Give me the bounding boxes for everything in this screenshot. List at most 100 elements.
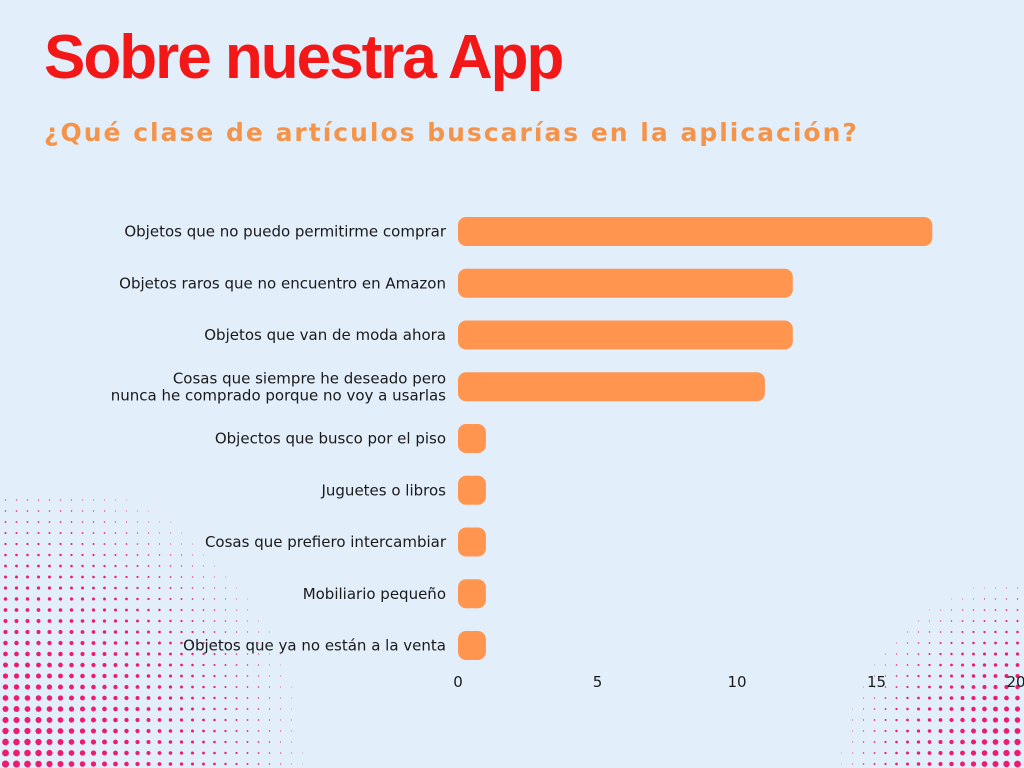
halftone-dot [1004,663,1009,667]
halftone-dot [124,739,129,745]
halftone-dot [58,630,63,634]
halftone-dot [58,597,63,601]
halftone-dot [157,696,162,700]
halftone-dot [213,653,216,655]
halftone-dot [2,684,9,690]
halftone-dot [917,707,920,711]
halftone-dot [146,718,151,722]
halftone-dot [191,609,194,611]
halftone-dot [224,740,227,744]
halftone-dot [906,685,909,689]
halftone-dot [917,696,920,700]
halftone-dot [3,575,8,579]
halftone-dot [48,553,51,557]
halftone-dot [114,543,117,545]
halftone-dot [168,718,173,722]
halftone-dot [135,685,140,689]
halftone-dot [192,543,193,545]
halftone-dot [981,739,988,745]
halftone-dot [280,675,281,677]
halftone-dot [3,608,8,612]
halftone-dot [895,696,898,700]
halftone-dot [279,763,282,765]
halftone-dot [971,717,976,723]
halftone-dot [268,664,271,666]
halftone-dot [257,752,260,754]
halftone-dot [873,719,876,721]
halftone-dot [68,728,75,734]
halftone-dot [13,738,20,746]
halftone-dot [280,686,281,688]
halftone-dot [47,640,52,646]
halftone-dot [68,739,75,745]
halftone-dot [58,673,63,679]
halftone-dot [1014,706,1021,712]
halftone-dot [13,727,20,735]
halftone-dot [895,686,898,688]
halftone-dot [124,663,129,667]
halftone-dot [873,675,876,677]
halftone-dot [949,739,954,745]
halftone-dot [213,576,216,578]
halftone-dot [157,740,162,744]
halftone-dot [235,740,238,744]
halftone-dot [147,543,150,545]
halftone-dot [103,597,106,601]
halftone-dot [257,730,260,732]
halftone-dot [180,685,183,689]
halftone-dot [257,697,260,699]
halftone-dot [91,619,96,623]
halftone-dot [15,564,18,568]
halftone-dot [982,717,987,723]
halftone-dot [928,674,931,678]
halftone-dot [102,662,107,668]
halftone-dot [70,542,73,546]
halftone-dot [114,597,117,601]
halftone-dot [3,597,8,601]
halftone-dot [895,751,898,755]
halftone-dot [928,631,931,633]
halftone-dot [180,619,183,623]
halftone-dot [917,642,920,644]
halftone-dot [113,739,118,745]
halftone-dot [79,739,86,745]
halftone-dot [102,630,107,634]
halftone-dot [983,609,986,611]
halftone-dot [951,598,952,600]
halftone-dot [80,662,85,668]
halftone-dot [929,609,930,611]
halftone-dot [994,609,997,611]
halftone-dot [24,738,31,746]
halftone-dot [126,510,127,512]
halftone-dot [257,675,260,677]
halftone-dot [157,707,162,711]
halftone-dot [982,674,987,678]
halftone-dot [169,630,172,634]
halftone-dot [213,620,216,622]
halftone-dot [13,760,20,768]
halftone-dot [124,695,129,701]
halftone-dot [862,719,865,721]
halftone-dot [37,521,40,523]
halftone-dot [14,597,19,601]
halftone-dot [14,640,19,646]
halftone-dot [961,663,964,667]
halftone-dot [114,608,117,612]
halftone-dot [92,553,95,557]
halftone-dot [190,740,195,744]
halftone-dot [59,575,62,579]
halftone-dot [57,728,64,734]
halftone-dot [135,750,140,756]
halftone-dot [961,631,964,633]
halftone-dot [269,642,270,644]
halftone-dot [235,697,238,699]
halftone-dot [884,664,887,666]
halftone-dot [168,740,173,744]
halftone-dot [971,663,976,667]
halftone-dot [224,664,227,666]
halftone-dot [114,575,117,579]
halftone-dot [961,620,964,622]
halftone-dot [13,684,20,690]
halftone-dot [58,651,63,657]
halftone-dot [80,619,85,623]
